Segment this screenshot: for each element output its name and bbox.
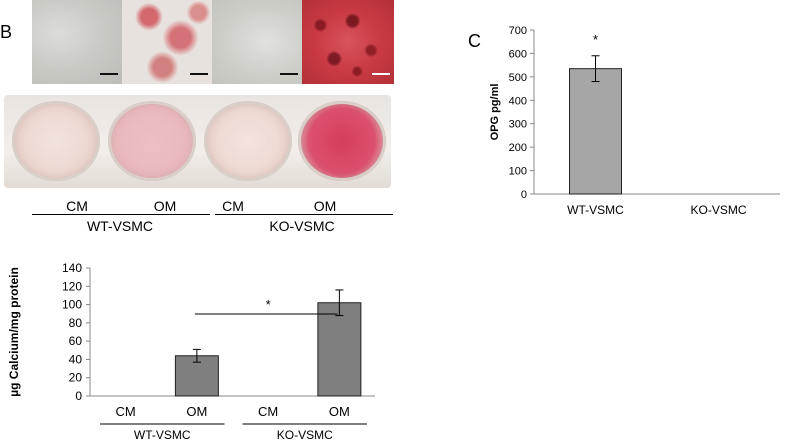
panel-c-label: C <box>468 31 481 51</box>
scale-bar <box>190 73 208 75</box>
opg-bar-chart: 0 100 200 300 400 500 600 700 OPG pg/ml WT-VSMC KO… <box>489 25 780 217</box>
y-tick-label: 400 <box>509 95 527 107</box>
image-condition-label: CM <box>222 198 244 214</box>
well-wt-om <box>108 101 196 181</box>
image-condition-label: CM <box>66 198 88 214</box>
x-tick-label: OM <box>186 404 207 419</box>
micrograph-wt-cm <box>32 0 122 84</box>
micrograph-wt-om <box>122 0 212 84</box>
y-tick-label: 40 <box>69 352 83 366</box>
group-label: KO-VSMC <box>277 428 333 442</box>
y-tick-label: 60 <box>69 334 83 348</box>
y-tick-label: 500 <box>509 72 527 84</box>
image-group-label: KO-VSMC <box>269 218 335 234</box>
y-tick-label: 100 <box>62 298 82 312</box>
significance-marker: * <box>266 297 271 312</box>
y-tick-label: 0 <box>521 189 527 201</box>
y-tick-label: 0 <box>75 389 82 403</box>
scale-bar <box>372 73 390 75</box>
y-tick-label: 200 <box>509 142 527 154</box>
image-condition-label: OM <box>313 198 337 214</box>
culture-plate <box>4 95 391 188</box>
scale-bar <box>280 73 298 75</box>
x-tick-label: WT-VSMC <box>567 203 624 217</box>
y-axis-label: OPG pg/ml <box>489 84 501 141</box>
y-tick-label: 600 <box>509 48 527 60</box>
y-tick-label: 300 <box>509 119 527 131</box>
group-line <box>215 214 393 215</box>
significance-marker: * <box>593 32 598 47</box>
well-ko-om <box>298 101 386 181</box>
y-tick-label: 700 <box>509 25 527 37</box>
x-tick-label: OM <box>329 404 350 419</box>
group-line <box>32 214 210 215</box>
y-tick-label: 20 <box>69 371 83 385</box>
image-group-label: WT-VSMC <box>86 218 154 234</box>
micrograph-ko-cm <box>212 0 302 84</box>
x-tick-label: CM <box>258 404 278 419</box>
x-tick-label: KO-VSMC <box>690 203 746 217</box>
y-tick-label: 100 <box>509 166 527 178</box>
bar <box>317 302 362 397</box>
well-wt-cm <box>12 101 100 181</box>
panel-b-label: B <box>0 22 13 42</box>
y-tick-label: 80 <box>69 316 83 330</box>
y-tick-label: 120 <box>62 279 82 293</box>
group-label: WT-VSMC <box>134 428 191 442</box>
calcium-bar-chart: 0 20 40 60 80 100 120 140 µg Calcium/mg protein C… <box>7 261 375 442</box>
micrograph-ko-om <box>302 0 394 84</box>
scale-bar <box>100 73 118 75</box>
bar <box>569 68 622 195</box>
y-axis-label: µg Calcium/mg protein <box>7 267 21 397</box>
image-condition-label: OM <box>153 198 177 214</box>
well-ko-cm <box>204 101 292 181</box>
y-tick-label: 140 <box>62 261 82 275</box>
x-tick-label: CM <box>116 404 136 419</box>
